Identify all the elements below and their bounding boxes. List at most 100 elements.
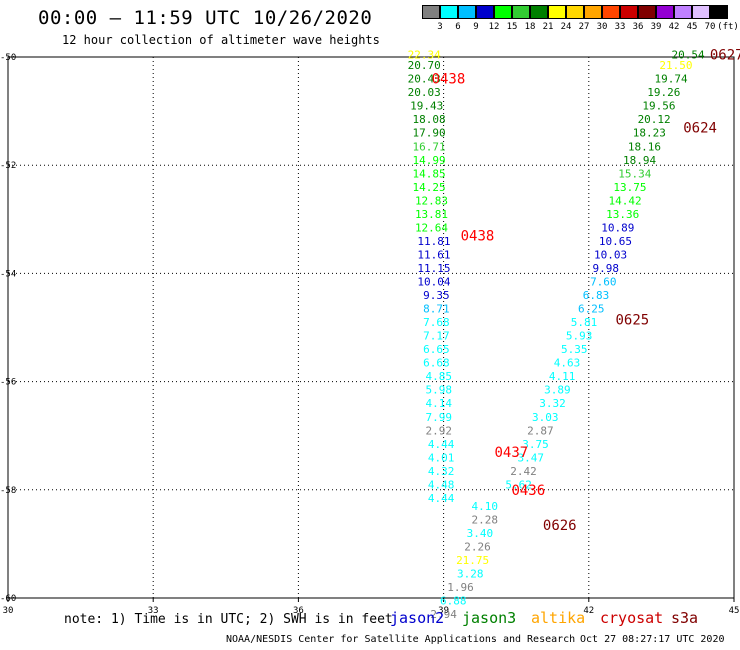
legend-label: 33	[614, 22, 626, 32]
wave-height-label: 5.35	[561, 343, 588, 356]
wave-height-label: 7.68	[423, 316, 450, 329]
legend-label: 3	[437, 22, 443, 32]
wave-height-label: 4.44	[428, 492, 455, 505]
legend-label: 18	[524, 22, 536, 32]
wave-height-label: 20.03	[408, 86, 441, 99]
wave-height-label: 3.32	[539, 397, 566, 410]
footnote: note: 1) Time is in UTC; 2) SWH is in fe…	[64, 612, 393, 627]
wave-height-label: 2.26	[464, 541, 491, 554]
wave-height-label: 20.43	[408, 73, 441, 86]
wave-height-label: 10.89	[601, 221, 634, 234]
wave-height-label: 4.44	[428, 438, 455, 451]
legend-swatch	[476, 5, 494, 19]
legend-swatch	[422, 5, 440, 19]
wave-height-label: 4.63	[554, 357, 581, 370]
wave-height-label: 11.15	[417, 262, 450, 275]
wave-height-label: 20.12	[638, 113, 671, 126]
wave-height-label: 4.85	[426, 370, 453, 383]
wave-height-label: 6.65	[423, 343, 450, 356]
satellite-name-s3a: s3a	[671, 609, 699, 627]
wave-height-label: 2.28	[471, 514, 498, 527]
wave-height-label: 18.94	[623, 154, 656, 167]
wave-height-label: 5.98	[426, 384, 453, 397]
legend-label: 70	[704, 22, 716, 32]
legend-swatch	[638, 5, 656, 19]
wave-height-label: 2.92	[426, 424, 453, 437]
wave-height-label: 14.99	[413, 154, 446, 167]
y-tick-label: -58	[0, 486, 16, 496]
satellite-name-cryosat: cryosat	[600, 609, 664, 627]
legend-label: 15	[506, 22, 518, 32]
wave-height-label: 4.48	[428, 478, 455, 491]
satellite-name-altika: altika	[531, 609, 586, 627]
x-tick-label: 45	[729, 606, 740, 616]
pass-time-label: 0624	[683, 120, 717, 136]
wave-height-label: 12.83	[415, 194, 448, 207]
legend-swatch	[692, 5, 710, 19]
wave-height-label: 7.60	[590, 276, 617, 289]
wave-height-label: 2.94	[430, 608, 457, 621]
pass-time-label: 0627	[710, 47, 740, 63]
wave-height-label: 21.75	[456, 554, 489, 567]
wave-height-label: 22.34	[408, 48, 441, 61]
legend-label: 6	[455, 22, 461, 32]
pass-time-label: 0438	[432, 72, 466, 88]
legend-label: 21	[542, 22, 554, 32]
legend-swatch	[512, 5, 530, 19]
legend-label: 36	[632, 22, 644, 32]
pass-time-label: 0438	[461, 229, 495, 245]
wave-height-label: 4.10	[471, 500, 498, 513]
y-tick-label: -60	[0, 594, 16, 604]
wave-height-label: 9.98	[592, 262, 619, 275]
wave-height-label: 14.85	[413, 167, 446, 180]
wave-height-label: 13.81	[415, 208, 448, 221]
wave-height-label: 10.03	[594, 248, 627, 261]
legend-label: 24	[560, 22, 572, 32]
legend-swatch	[656, 5, 674, 19]
legend-label: 45	[686, 22, 698, 32]
credit-line: NOAA/NESDIS Center for Satellite Applica…	[226, 634, 576, 645]
y-tick-label: -54	[0, 269, 16, 279]
chart-title: 00:00 – 11:59 UTC 10/26/2020	[38, 7, 373, 29]
legend-swatch	[674, 5, 692, 19]
wave-height-label: 3.75	[522, 438, 549, 451]
legend-swatch	[566, 5, 584, 19]
wave-height-label: 4.01	[428, 451, 455, 464]
x-tick-label: 36	[293, 606, 304, 616]
wave-height-label: 10.04	[417, 276, 450, 289]
x-tick-label: 42	[583, 606, 594, 616]
pass-time-label: 0625	[616, 312, 650, 328]
wave-height-label: 6.88	[440, 595, 467, 608]
wave-height-label: 2.42	[510, 465, 537, 478]
legend-swatch	[584, 5, 602, 19]
wave-height-label: 19.43	[410, 100, 443, 113]
wave-height-label: 3.28	[457, 568, 484, 581]
wave-height-label: 13.75	[613, 181, 646, 194]
legend-label: 42	[668, 22, 680, 32]
wave-height-label: 5.93	[566, 330, 593, 343]
wave-height-label: 3.89	[544, 384, 571, 397]
wave-height-label: 5.62	[505, 478, 532, 491]
wave-height-label: 6.25	[578, 303, 605, 316]
wave-height-label: 13.36	[606, 208, 639, 221]
legend-swatch	[710, 5, 728, 19]
wave-height-label: 19.56	[642, 100, 675, 113]
wave-height-label: 14.42	[609, 194, 642, 207]
wave-height-label: 9.35	[423, 289, 450, 302]
pass-time-label: 0436	[511, 483, 545, 499]
wave-height-label: 14.25	[413, 181, 446, 194]
wave-height-label: 7.99	[426, 411, 453, 424]
wave-height-label: 12.64	[415, 221, 448, 234]
wave-height-label: 4.32	[428, 465, 455, 478]
wave-height-label: 21.50	[659, 59, 692, 72]
legend-swatch	[530, 5, 548, 19]
legend-swatch	[440, 5, 458, 19]
legend-swatch	[458, 5, 476, 19]
wave-height-label: 6.83	[583, 289, 610, 302]
wave-height-label: 2.87	[527, 424, 554, 437]
legend-swatch	[602, 5, 620, 19]
y-tick-label: -50	[0, 53, 16, 63]
wave-height-label: 6.68	[423, 357, 450, 370]
wave-height-label: 1.96	[447, 581, 474, 594]
